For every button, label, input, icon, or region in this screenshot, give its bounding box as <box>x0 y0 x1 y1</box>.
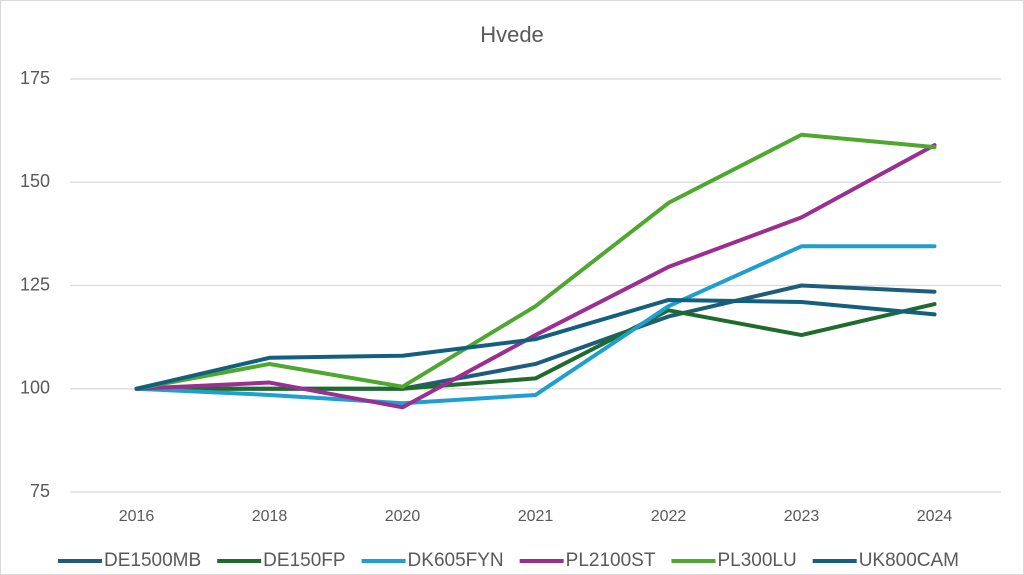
x-tick-label: 2023 <box>784 508 820 525</box>
legend-label: DE150FP <box>263 550 345 571</box>
legend-label: UK800CAM <box>859 550 959 571</box>
y-tick-label: 150 <box>20 171 50 191</box>
x-tick-label: 2020 <box>385 508 421 525</box>
line <box>134 143 937 410</box>
y-tick-label: 125 <box>20 274 50 294</box>
y-tick-label: 175 <box>20 68 50 88</box>
x-tick-label: 2016 <box>119 508 155 525</box>
y-tick-label: 75 <box>30 481 50 501</box>
line <box>134 302 937 391</box>
y-tick-label: 100 <box>20 378 50 398</box>
legend-label: PL2100ST <box>566 550 656 571</box>
legend-label: DE1500MB <box>104 550 201 571</box>
legend-label: DK605FYN <box>408 550 504 571</box>
x-tick-label: 2021 <box>518 508 554 525</box>
x-tick-label: 2024 <box>917 508 953 525</box>
line <box>134 244 937 406</box>
x-tick-label: 2018 <box>252 508 288 525</box>
x-tick-label: 2022 <box>651 508 687 525</box>
chart-title: Hvede <box>480 22 544 47</box>
line <box>134 132 937 391</box>
line <box>134 297 937 391</box>
legend-label: PL300LU <box>717 550 796 571</box>
